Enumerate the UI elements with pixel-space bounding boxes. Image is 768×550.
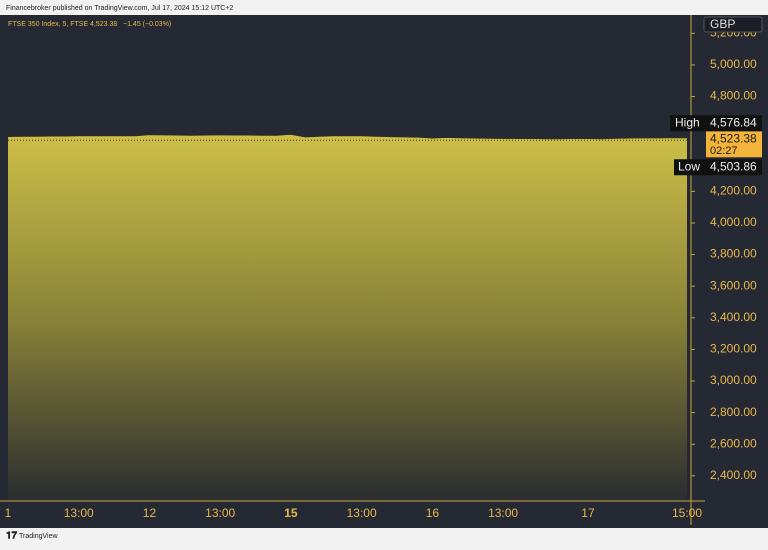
legend-change: −1.45 (−0.03%)	[123, 21, 171, 28]
y-tick-label: 3,800.00	[710, 247, 757, 261]
y-tick-label: 3,200.00	[710, 342, 757, 356]
currency-bg	[703, 16, 763, 33]
x-tick-label: 17	[581, 506, 595, 520]
x-tick-label: 1	[5, 506, 12, 520]
x-tick-label: 15	[284, 506, 298, 520]
line	[7, 133, 688, 140]
area	[8, 134, 687, 500]
price-label-bg	[706, 131, 762, 158]
x-tick-label: 13:00	[205, 506, 235, 520]
price-label: 4,523.38	[710, 131, 757, 145]
top-bar	[0, 0, 768, 15]
low-value: 4,503.86	[710, 159, 757, 173]
tv-logo: 𝟏𝟕	[6, 531, 18, 542]
overlay: 2,400.00 2,600.00 2,800.00 3,000.00 3,200.00…	[5, 16, 763, 520]
y-tick-label: 4,000.00	[710, 215, 757, 229]
high-value: 4,576.84	[710, 115, 757, 129]
y-tick-label: 3,000.00	[710, 373, 757, 387]
high-bg	[670, 115, 762, 132]
currency: GBP	[710, 17, 735, 31]
x-tick-label: 12	[143, 506, 157, 520]
footer-bar	[0, 528, 768, 545]
x-tick-label: 16	[426, 506, 440, 520]
y-tick-label: 3,400.00	[710, 310, 757, 324]
y-tick-label: 4,200.00	[710, 184, 757, 198]
y-tick-label: 2,400.00	[710, 468, 757, 482]
high-name: High	[675, 115, 700, 129]
x-tick-label: 15:00	[672, 506, 702, 520]
plot	[7, 133, 691, 500]
y-tick-label: 2,600.00	[710, 436, 757, 450]
low-name: Low	[678, 159, 700, 173]
x-tick-label: 13:00	[347, 506, 377, 520]
footer: TradingView	[19, 533, 58, 540]
countdown: 02:27	[710, 145, 738, 157]
x-tick-label: 13:00	[64, 506, 94, 520]
legend-price: 4,523.38	[90, 21, 117, 28]
y-tick-label: 5,000.00	[710, 57, 757, 71]
y-tick-label: 3,600.00	[710, 278, 757, 292]
x-tick-label: 13:00	[488, 506, 518, 520]
low-bg	[674, 159, 762, 176]
y-tick-label: 4,800.00	[710, 89, 757, 103]
y-tick-label: 2,800.00	[710, 405, 757, 419]
legend-title: FTSE 350 Index, 5, FTSE	[8, 21, 88, 28]
publisher: Financebroker published on TradingView.c…	[6, 5, 233, 12]
